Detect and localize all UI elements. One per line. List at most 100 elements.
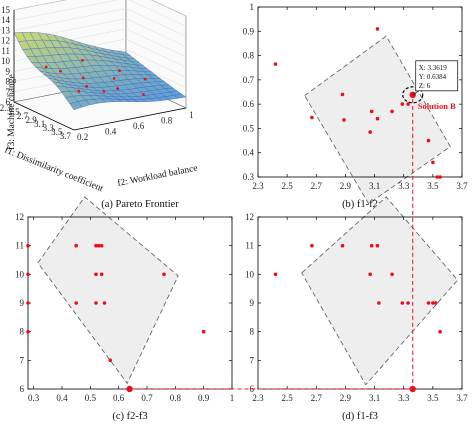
data-point <box>368 130 373 134</box>
datatip-line: Y: 0.6384 <box>419 73 447 81</box>
panel-c-f2-f3: 0.3 0.4 0.5 0.6 0.7 0.8 0.9 1 6 7 8 9 10 11 12 (c) f2-f… <box>15 196 235 422</box>
y-tick-label: 0.3 <box>243 172 255 182</box>
data-point <box>26 243 30 248</box>
data-point <box>438 329 442 334</box>
data-point <box>26 329 30 334</box>
grid-line <box>13 0 119 21</box>
x-tick-label: 2.5 <box>282 181 294 191</box>
solution-b-point <box>126 385 133 393</box>
surface-cell <box>69 101 83 111</box>
data-point <box>438 175 442 179</box>
data-point <box>406 102 410 106</box>
data-point <box>108 358 112 363</box>
y-tick-label: 0.4 <box>243 148 255 158</box>
y-tick-label: 9 <box>20 298 25 308</box>
y-tick-label: 6 <box>20 384 25 394</box>
x-axis-label: f1: Dissimilarity coefficient <box>3 145 105 195</box>
z-tick-label: 15 <box>1 5 11 15</box>
data-point <box>431 301 435 305</box>
y-tick-label: 0.2 <box>77 132 88 142</box>
data-point <box>368 272 373 277</box>
panel-caption: (d) f1-f3 <box>342 411 378 422</box>
y-tick-label: 12 <box>15 212 24 222</box>
datatip-pointer <box>412 90 419 96</box>
data-point <box>375 243 380 248</box>
x-tick-label: 3.3 <box>398 181 410 191</box>
y-tick-label: 0.5 <box>243 123 255 133</box>
y-tick-label: 11 <box>245 241 254 251</box>
data-point <box>390 272 394 277</box>
grid-line <box>151 0 187 17</box>
data-point <box>406 301 410 305</box>
z-tick-label: 13 <box>1 25 11 35</box>
grid-line <box>125 49 187 78</box>
data-point <box>340 92 345 97</box>
data-point <box>434 301 438 305</box>
data-point <box>102 90 106 93</box>
data-point <box>400 301 405 305</box>
data-point <box>74 301 78 305</box>
pareto-region <box>301 196 459 386</box>
data-point <box>310 243 314 248</box>
data-point <box>26 272 30 277</box>
solution-b-label: Solution B <box>418 101 456 111</box>
data-point <box>97 243 101 248</box>
x-tick-label: 2.9 <box>340 393 352 403</box>
x-tick-label: 2.9 <box>340 181 352 191</box>
x-tick-label: 0.3 <box>28 393 40 403</box>
x-tick-label: 3.5 <box>427 393 439 403</box>
data-point <box>77 89 81 93</box>
grid-line <box>125 8 187 37</box>
grid-line <box>125 38 187 68</box>
grid-line <box>125 18 187 47</box>
x-tick-label: 0.8 <box>170 393 182 403</box>
x-tick-label: 2.3 <box>252 181 264 191</box>
x-tick-label: 0.6 <box>113 393 125 403</box>
data-point <box>26 301 30 305</box>
data-point <box>342 118 346 122</box>
data-point <box>162 272 166 277</box>
z-tick-label: 11 <box>1 46 10 56</box>
x-tick-label: 3.1 <box>369 393 380 403</box>
x-tick-label: 0.9 <box>198 393 210 403</box>
data-point <box>81 76 85 80</box>
solution-b-marker-ring <box>402 86 424 104</box>
x-tick-label: 0.4 <box>56 393 68 403</box>
data-point <box>94 301 98 305</box>
axes-frame <box>257 6 463 178</box>
solution-b-point <box>409 385 416 393</box>
panel-caption: (a) Pareto Frontier <box>101 199 179 210</box>
x-tick-label: 2.5 <box>8 107 20 117</box>
x-tick-label: 2.7 <box>311 181 323 191</box>
z-tick-label: 9 <box>6 66 11 76</box>
z-tick-label: 8 <box>6 77 11 87</box>
data-point <box>59 69 62 73</box>
x-tick-label: 2.3 <box>0 103 12 113</box>
datatip-line: Z: 6 <box>419 82 431 90</box>
panel-b-f1-f2: 2.3 2.5 2.7 2.9 3.1 3.3 3.5 3.7 0.3 0.4 0.5 0.6 0.7 0… <box>243 2 468 210</box>
y-tick-label: 7 <box>250 355 255 365</box>
grid-line <box>13 0 67 11</box>
y-axis-label: f2: Workload balance <box>116 163 198 189</box>
x-tick-label: 3.1 <box>34 119 45 129</box>
data-point <box>99 243 104 248</box>
y-tick-label: 8 <box>250 327 255 337</box>
panel-caption: (b) f1-f2 <box>342 199 378 210</box>
z-tick-label: 14 <box>1 15 11 25</box>
z-tick-label: 7 <box>6 87 11 97</box>
data-point <box>118 69 121 73</box>
data-point <box>201 329 206 334</box>
data-point <box>81 59 84 62</box>
x-tick-label: 3.7 <box>60 131 72 141</box>
y-tick-label: 0.6 <box>243 99 255 109</box>
data-point <box>273 272 278 277</box>
data-point <box>369 243 374 248</box>
data-point <box>273 62 278 66</box>
x-tick-label: 1 <box>230 393 235 403</box>
x-tick-label: 2.5 <box>282 393 294 403</box>
z-tick-label: 6 <box>6 97 11 107</box>
data-point <box>143 77 147 81</box>
y-tick-label: 1 <box>189 110 194 120</box>
